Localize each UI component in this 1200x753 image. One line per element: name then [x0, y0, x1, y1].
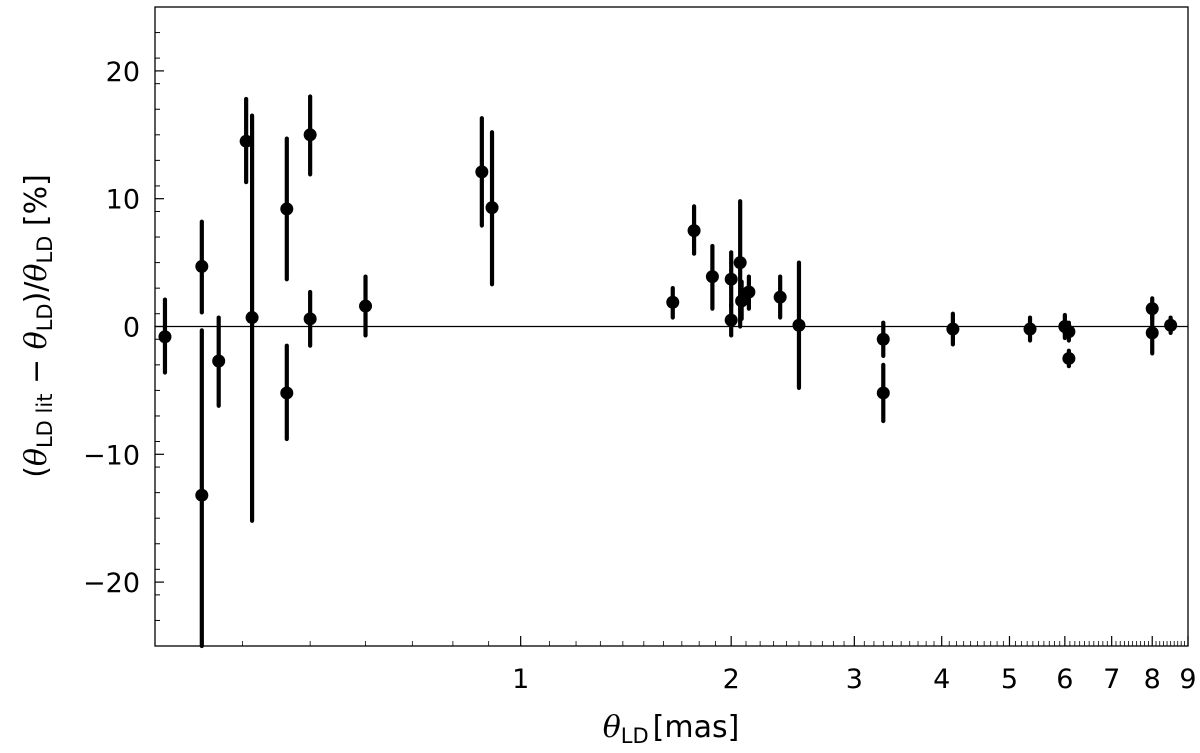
data-point-12 [475, 165, 489, 179]
data-point-10 [303, 312, 317, 326]
y-tick-label: −10 [83, 440, 140, 471]
data-point-25 [876, 386, 890, 400]
x-tick-label: 8 [1144, 664, 1161, 695]
data-point-5 [239, 134, 253, 148]
data-point-27 [1023, 322, 1037, 336]
data-point-23 [792, 318, 806, 332]
data-point-19 [733, 256, 747, 270]
data-point-16 [705, 270, 719, 284]
x-tick-label: 3 [846, 664, 863, 695]
x-axis-symbol: θ [603, 710, 621, 745]
x-tick-label: 4 [933, 664, 950, 695]
x-tick-label: 6 [1056, 664, 1073, 695]
data-point-15 [687, 224, 701, 238]
data-point-4 [212, 354, 226, 368]
axis-ticks-layer [154, 6, 1189, 647]
data-point-26 [946, 322, 960, 336]
data-point-14 [666, 295, 680, 309]
x-axis-unit: [mas] [653, 710, 740, 745]
data-point-13 [485, 201, 499, 215]
x-tick-label: 1 [512, 664, 529, 695]
data-point-29 [1062, 325, 1076, 339]
plot-frame [154, 6, 1189, 647]
x-tick-label: 2 [723, 664, 740, 695]
data-point-17 [724, 272, 738, 286]
x-axis-label: θLD [mas] [603, 710, 740, 748]
data-points-layer [158, 128, 1178, 502]
y-tick-label: 20 [106, 57, 140, 88]
x-tick-label: 5 [1001, 664, 1018, 695]
data-point-6 [245, 311, 259, 325]
data-point-18 [724, 313, 738, 327]
data-point-1 [158, 330, 172, 344]
data-point-33 [1164, 318, 1178, 332]
data-point-24 [876, 332, 890, 346]
data-point-2 [195, 259, 209, 273]
y-tick-labels: 20 10 0 −10 −20 [83, 57, 140, 599]
data-point-31 [1145, 302, 1159, 316]
x-tick-label: 9 [1179, 664, 1196, 695]
data-point-7 [280, 202, 294, 216]
x-axis-subscript: LD [621, 724, 649, 748]
data-point-30 [1062, 351, 1076, 365]
x-tick-label: 7 [1103, 664, 1120, 695]
y-tick-label: 0 [123, 313, 140, 344]
data-point-3 [195, 488, 209, 502]
data-point-32 [1145, 326, 1159, 340]
y-axis-label: (θLD lit − θLD)/θLD [%] [19, 174, 57, 478]
y-tick-label: 10 [106, 185, 140, 216]
data-point-22 [773, 290, 787, 304]
data-point-8 [280, 386, 294, 400]
data-point-11 [359, 299, 373, 313]
data-point-21 [742, 285, 756, 299]
error-bars-layer [162, 94, 1173, 649]
y-tick-label: −20 [83, 568, 140, 599]
data-point-9 [303, 128, 317, 142]
data-point-20 [735, 294, 749, 308]
